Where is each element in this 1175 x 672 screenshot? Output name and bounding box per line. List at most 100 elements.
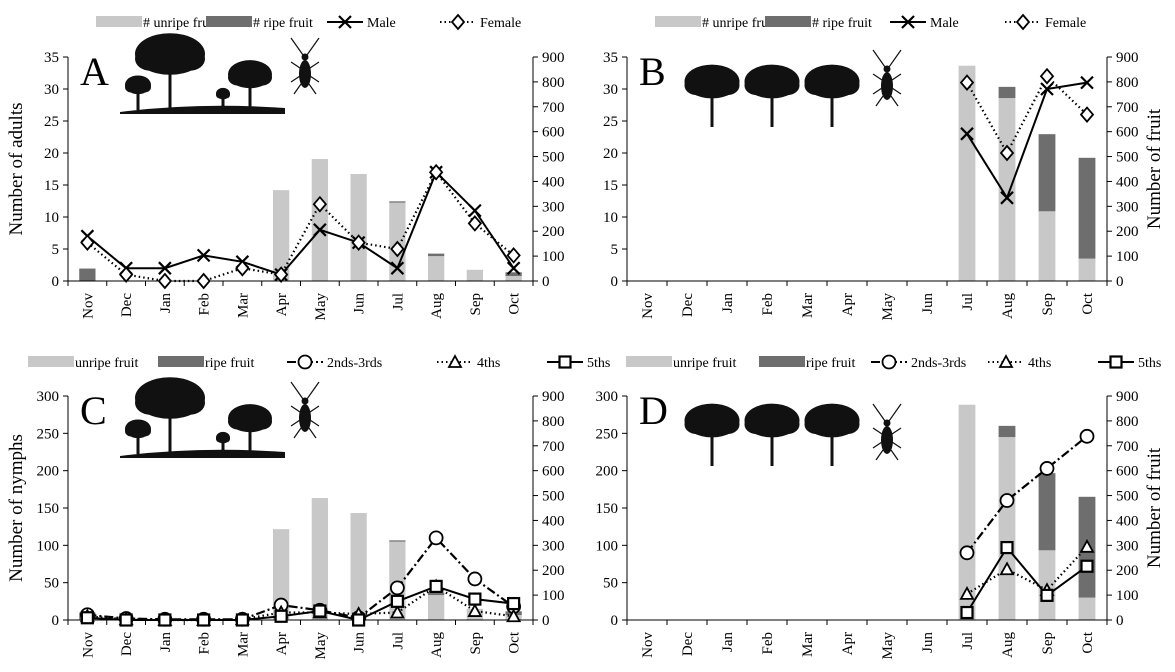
x-tick-label: Feb — [760, 632, 776, 655]
point-5ths — [507, 596, 521, 611]
y-tick-label: 0 — [611, 613, 619, 629]
y2-tick-label: 500 — [542, 150, 565, 166]
y-tick-label: 250 — [37, 426, 60, 442]
x-tick-label: Jun — [352, 632, 368, 653]
y-tick-label: 35 — [603, 50, 618, 66]
x-tick-label: Sep — [468, 632, 484, 655]
y2-tick-label: 800 — [542, 414, 565, 430]
bar-ripe-sep — [1038, 473, 1056, 551]
x-tick-label: May — [313, 293, 329, 321]
legend-label: # unripe fruit — [702, 16, 776, 31]
legend-label: # ripe fruit — [253, 16, 313, 31]
point-2nds-3rds — [1039, 461, 1055, 476]
point-4ths — [389, 604, 405, 619]
tree-medium — [228, 404, 272, 456]
x-tick-label: Sep — [1040, 293, 1056, 316]
panel-A: 0 5 10 15 20 25 30 35 0 100 200 300 400 500 600 700 800 9… — [6, 13, 565, 321]
bar-ripe-nov — [79, 268, 96, 281]
panel-letter: C — [80, 388, 107, 433]
y-tick-label: 300 — [37, 389, 60, 405]
bar-ripe-aug — [998, 425, 1016, 438]
y-tick-label: 5 — [52, 242, 60, 258]
y2-tick-label: 0 — [542, 274, 550, 290]
x-tick-label: Sep — [1040, 632, 1056, 655]
x-tick-label: Jul — [390, 293, 406, 311]
point-female — [467, 215, 483, 232]
tree-1 — [684, 64, 740, 127]
panel-letter: A — [80, 49, 109, 94]
point-2nds-3rds — [428, 530, 444, 546]
legend-swatch — [158, 356, 204, 367]
y2-tick-label: 900 — [1116, 50, 1139, 66]
x-tick-label: Nov — [640, 632, 656, 658]
bar-unripe-jun — [350, 512, 367, 620]
x-tick-label: Oct — [1080, 292, 1096, 314]
bar-unripe-may — [311, 498, 329, 620]
bar-unripe-oct — [1078, 597, 1096, 620]
point-female — [80, 234, 95, 251]
point-5ths — [197, 613, 211, 627]
legend-marker — [881, 354, 897, 370]
y2-tick-label: 0 — [1116, 274, 1124, 290]
legend-label: 2nds-3rds — [911, 356, 966, 371]
bar-unripe-aug — [427, 256, 445, 281]
insect-icon — [290, 37, 320, 95]
y-tick-label: 0 — [52, 274, 60, 290]
tree-medium — [228, 60, 272, 112]
point-4ths — [506, 608, 522, 623]
y2-tick-label: 900 — [542, 389, 565, 405]
panel-letter: D — [639, 388, 668, 433]
y-tick-label: 300 — [596, 389, 619, 405]
point-2nds-3rds — [389, 580, 405, 596]
legend-swatch — [28, 356, 74, 367]
legend-label: # ripe fruit — [812, 16, 872, 31]
bar-unripe-sep — [1038, 211, 1056, 281]
x-tick-label: Nov — [80, 293, 96, 319]
point-2nds-3rds — [467, 571, 483, 587]
point-male — [196, 248, 211, 263]
panel-D: 0 50 100 150 200 250 300 0 100 200 300 400 500 600 700… — [596, 354, 1165, 660]
point-female — [506, 247, 521, 264]
x-tick-label: Feb — [197, 293, 213, 316]
y-tick-label: 30 — [44, 82, 59, 98]
y2-tick-label: 700 — [542, 439, 565, 455]
y2-tick-label: 300 — [542, 199, 565, 215]
y-tick-label: 50 — [603, 576, 618, 592]
tree-large — [135, 33, 206, 110]
y-tick-label: 15 — [44, 178, 59, 194]
x-tick-label: Jan — [158, 293, 174, 313]
x-tick-label: Apr — [274, 632, 290, 655]
panel-B: 0 5 10 15 20 25 30 35 0 100 200 300 400 500 600 700 800 9… — [603, 13, 1165, 321]
y-tick-label: 50 — [44, 576, 59, 592]
x-tick-label: Jan — [158, 632, 174, 652]
y2-tick-label: 300 — [1116, 199, 1139, 215]
y2-tick-label: 600 — [1116, 464, 1139, 480]
point-male — [313, 223, 327, 237]
legend-swatch — [626, 356, 672, 367]
point-female — [351, 234, 366, 251]
legend-marker — [1109, 355, 1123, 369]
x-tick-label: Aug — [429, 293, 445, 319]
point-4ths — [1079, 538, 1095, 553]
x-tick-label: Jan — [720, 293, 736, 313]
x-tick-label: Apr — [840, 632, 856, 655]
x-tick-label: May — [313, 632, 329, 660]
y2-tick-label: 500 — [1116, 150, 1139, 166]
y2-tick-label: 200 — [1116, 224, 1139, 240]
x-tick-label: Feb — [760, 293, 776, 316]
legend-label: ripe fruit — [205, 356, 254, 371]
x-tick-label: Jun — [920, 293, 936, 314]
y-tick-label: 150 — [37, 501, 60, 517]
y2-tick-label: 100 — [1116, 588, 1139, 604]
x-tick-label: May — [880, 293, 896, 321]
y-tick-label: 25 — [603, 114, 618, 130]
legend-swatch — [655, 16, 701, 27]
series-line-male — [86, 170, 515, 276]
point-female — [196, 272, 211, 290]
point-2nds-3rds — [999, 493, 1015, 508]
ground — [120, 449, 285, 458]
point-4ths — [467, 603, 483, 617]
y2-tick-label: 500 — [542, 489, 565, 505]
legend-marker — [558, 355, 572, 369]
